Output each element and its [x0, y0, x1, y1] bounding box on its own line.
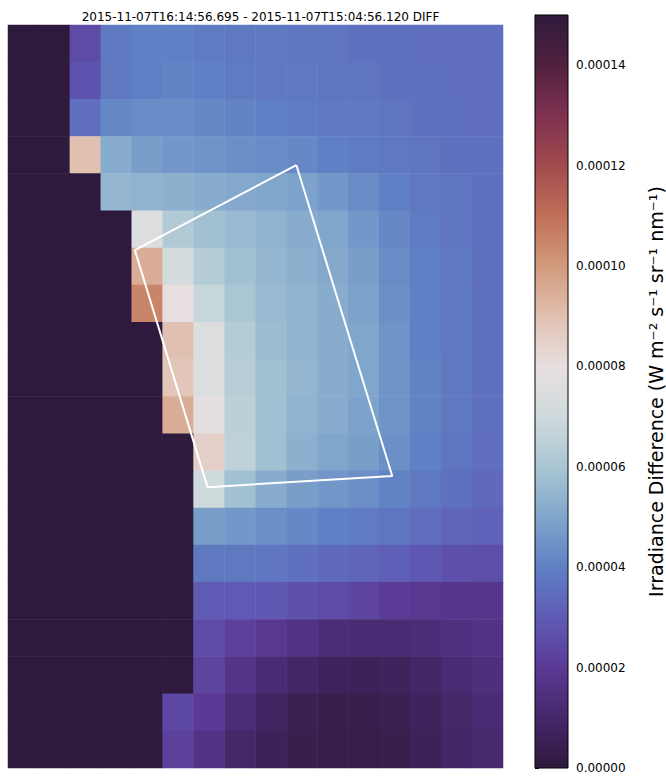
svg-text:Irradiance Difference (W m⁻² s: Irradiance Difference (W m⁻² s⁻¹ sr⁻¹ nm… — [645, 186, 666, 597]
svg-text:0.00008: 0.00008 — [576, 359, 626, 373]
svg-text:0.00014: 0.00014 — [576, 58, 626, 72]
svg-text:2015-11-07T16:14:56.695 - 2015: 2015-11-07T16:14:56.695 - 2015-11-07T15:… — [82, 10, 440, 24]
svg-text:0.00000: 0.00000 — [576, 761, 626, 775]
svg-text:0.00012: 0.00012 — [576, 159, 626, 173]
svg-text:0.00010: 0.00010 — [576, 259, 626, 273]
svg-text:0.00002: 0.00002 — [576, 661, 626, 675]
svg-text:0.00004: 0.00004 — [576, 560, 626, 574]
svg-text:0.00006: 0.00006 — [576, 460, 626, 474]
